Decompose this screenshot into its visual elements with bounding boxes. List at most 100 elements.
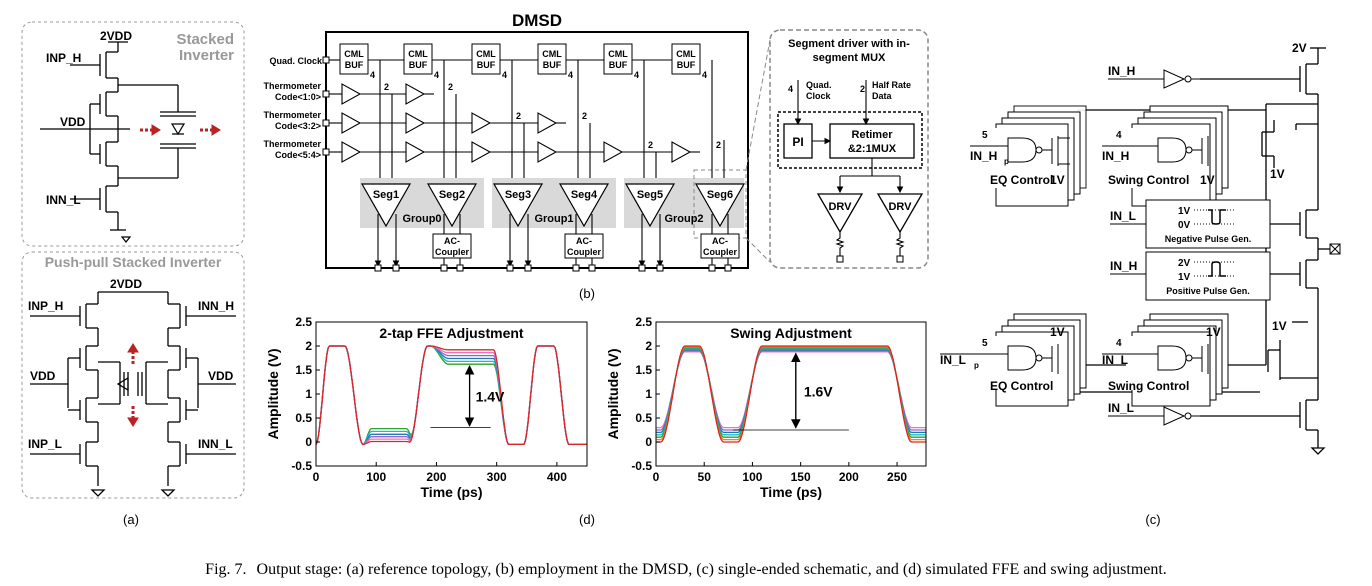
series-line-2 (656, 349, 926, 434)
swing-control-bottom: IN_L 4 1V Swing Control 1V (1102, 313, 1287, 407)
svg-text:Positive Pulse Gen.: Positive Pulse Gen. (1166, 286, 1250, 296)
y-tick-label: 2.5 (295, 315, 312, 329)
svg-text:BUF: BUF (345, 60, 364, 70)
svg-text:2: 2 (448, 82, 453, 92)
svg-text:Segment driver with in-: Segment driver with in- (788, 38, 910, 50)
seg3-label: Seg3 (505, 189, 531, 201)
svg-text:1V: 1V (1206, 325, 1221, 339)
y-tick-label: 2 (305, 339, 312, 353)
caption-a: (a) (123, 512, 139, 527)
svg-text:4: 4 (702, 70, 707, 80)
svg-text:Data: Data (872, 91, 893, 101)
output-pads (374, 264, 732, 272)
pi-label: PI (792, 135, 803, 149)
x-tick-label: 200 (839, 470, 859, 484)
x-tick-label: 0 (653, 470, 660, 484)
ground-icon (120, 236, 132, 243)
seg2-triangle (426, 183, 478, 228)
quad-clock-label: Quad. Clock (269, 56, 323, 66)
seg3-triangle (492, 183, 544, 228)
pp-title: Push-pull Stacked Inverter (45, 254, 222, 270)
svg-text:1V: 1V (1270, 167, 1285, 181)
svg-text:5: 5 (982, 130, 988, 141)
svg-text:4: 4 (568, 70, 573, 80)
label-inp-h: INP_H (46, 51, 81, 65)
x-tick-label: 250 (887, 470, 907, 484)
y-axis-label: Amplitude (V) (265, 349, 281, 440)
svg-text:4: 4 (1116, 130, 1122, 141)
thermo-1-a: Thermometer (263, 110, 321, 120)
thermo-1-b: Code<3:2> (275, 121, 321, 131)
svg-text:IN_H: IN_H (970, 149, 997, 163)
svg-text:2: 2 (582, 111, 587, 121)
svg-text:IN_L: IN_L (1110, 209, 1136, 223)
svg-text:p: p (974, 361, 979, 370)
svg-text:EQ Control: EQ Control (990, 379, 1053, 393)
eq-control-bottom: IN_L p 5 1V EQ Control (940, 313, 1087, 407)
svg-text:CML: CML (608, 49, 628, 59)
series-line-3 (656, 348, 926, 436)
svg-text:BUF: BUF (677, 60, 696, 70)
pp-label-inp-l: INP_L (28, 437, 62, 451)
seg6-triangle (694, 183, 746, 228)
series-line-5 (656, 346, 926, 441)
svg-text:2: 2 (648, 140, 653, 150)
x-tick-label: 200 (426, 470, 446, 484)
series-line-6 (656, 345, 926, 443)
eq-control-label: EQ Control (990, 173, 1053, 187)
svg-text:4: 4 (502, 70, 507, 80)
y-tick-label: 2 (645, 339, 652, 353)
pp-label-inp-h: INP_H (28, 299, 63, 313)
x-tick-label: 150 (791, 470, 811, 484)
label-2vdd: 2VDD (100, 29, 132, 43)
svg-text:Coupler: Coupler (567, 247, 601, 257)
svg-text:Swing Control: Swing Control (1108, 379, 1189, 393)
svg-text:BUF: BUF (477, 60, 496, 70)
eq-control-top: IN_H p 5 EQ Control 1V (970, 105, 1087, 207)
svg-text:1V: 1V (1178, 272, 1191, 283)
thermo-0-a: Thermometer (263, 81, 321, 91)
caption-d: (d) (579, 512, 595, 527)
y-tick-label: 0.5 (635, 411, 652, 425)
svg-text:segment MUX: segment MUX (813, 52, 886, 64)
group1-label: Group1 (534, 213, 573, 225)
svg-text:IN_L: IN_L (940, 353, 966, 367)
caption-text: Output stage: (a) reference topology, (b… (257, 561, 1167, 578)
y-tick-label: 0 (645, 435, 652, 449)
svg-text:IN_L: IN_L (1108, 401, 1134, 415)
svg-text:1V: 1V (1178, 206, 1191, 217)
in-l-buffer: IN_L (1108, 401, 1200, 426)
panel-c: IN_H 2V IN_H p 5 EQ Control 1V IN_H 4 (940, 41, 1341, 527)
x-tick-label: 300 (487, 470, 507, 484)
stacked-title-1: Stacked (176, 31, 234, 48)
y-tick-label: 0 (305, 435, 312, 449)
svg-text:AC-: AC- (576, 236, 592, 246)
y-tick-label: -0.5 (631, 459, 652, 473)
thermo-labels: Thermometer Code<1:0> Thermometer Code<3… (263, 81, 330, 160)
seg6-label: Seg6 (707, 189, 733, 201)
svg-text:2V: 2V (1178, 258, 1191, 269)
svg-text:CML: CML (344, 49, 364, 59)
varactor-icon (170, 123, 186, 136)
series-line-0 (656, 351, 926, 429)
svg-text:CML: CML (476, 49, 496, 59)
annotation: 1.4V (476, 388, 505, 404)
x-axis-label: Time (ps) (760, 484, 822, 500)
thermo-2-a: Thermometer (263, 139, 321, 149)
svg-text:1V: 1V (1200, 173, 1215, 187)
stacked-inverter-schematic (40, 41, 196, 231)
svg-text:1V: 1V (1050, 325, 1065, 339)
caption-b: (b) (579, 286, 595, 301)
svg-text:CML: CML (676, 49, 696, 59)
svg-text:IN_H: IN_H (1110, 259, 1137, 273)
pp-label-inn-h: INN_H (198, 299, 234, 313)
label-inn-l: INN_L (46, 193, 81, 207)
y-tick-label: 1 (305, 387, 312, 401)
x-tick-label: 400 (547, 470, 567, 484)
segments (360, 183, 746, 228)
svg-text:Clock: Clock (806, 91, 832, 101)
